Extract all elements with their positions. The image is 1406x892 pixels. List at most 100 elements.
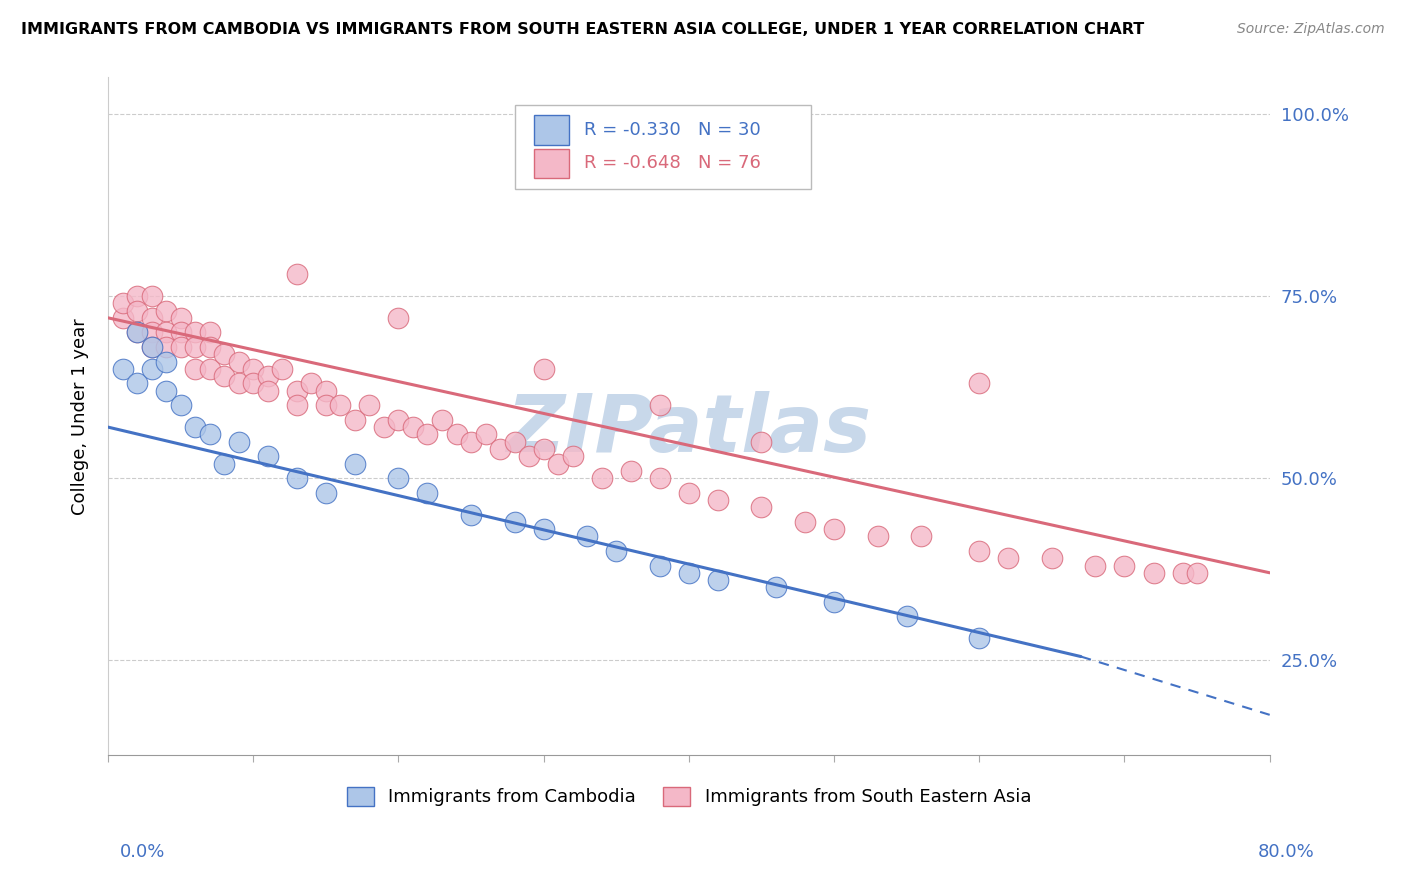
Point (198, 340, 221, 354)
Point (503, 515, 526, 529)
Point (315, 384, 337, 398)
Text: ZIPatlas: ZIPatlas (506, 391, 872, 468)
Point (648, 558, 671, 573)
Point (125, 326, 148, 340)
Point (416, 485, 439, 500)
Point (242, 361, 264, 376)
Point (141, 289, 163, 303)
Text: R = -0.648   N = 76: R = -0.648 N = 76 (585, 154, 761, 172)
Point (155, 354, 177, 368)
Point (707, 573, 730, 587)
Point (561, 449, 583, 463)
Point (256, 369, 278, 384)
Point (111, 361, 134, 376)
FancyBboxPatch shape (534, 115, 569, 145)
Point (155, 326, 177, 340)
Point (823, 522, 845, 536)
Point (125, 303, 148, 318)
Point (620, 464, 643, 478)
Text: IMMIGRANTS FROM CAMBODIA VS IMMIGRANTS FROM SOUTH EASTERN ASIA COLLEGE, UNDER 1 : IMMIGRANTS FROM CAMBODIA VS IMMIGRANTS F… (21, 22, 1144, 37)
Point (866, 529, 889, 543)
Y-axis label: College, Under 1 year: College, Under 1 year (72, 318, 89, 515)
Point (285, 384, 308, 398)
Point (141, 361, 163, 376)
Point (1142, 566, 1164, 580)
Point (212, 347, 235, 361)
Point (212, 369, 235, 384)
Point (155, 303, 177, 318)
Point (184, 361, 207, 376)
FancyBboxPatch shape (515, 104, 811, 189)
Text: Source: ZipAtlas.com: Source: ZipAtlas.com (1237, 22, 1385, 37)
Point (1185, 566, 1208, 580)
Point (1040, 551, 1063, 566)
Point (315, 398, 337, 412)
Point (678, 566, 700, 580)
FancyBboxPatch shape (534, 149, 569, 178)
Point (111, 296, 134, 310)
Point (591, 471, 613, 485)
Point (169, 340, 191, 354)
Point (707, 492, 730, 507)
Point (198, 326, 221, 340)
Point (141, 340, 163, 354)
Point (285, 471, 308, 485)
Point (517, 449, 540, 463)
Point (533, 442, 555, 456)
Point (460, 434, 482, 449)
Point (184, 326, 207, 340)
Point (765, 580, 787, 594)
Point (329, 398, 352, 412)
Point (533, 522, 555, 536)
Point (271, 361, 294, 376)
Point (285, 267, 308, 281)
Point (1114, 558, 1136, 573)
Point (533, 361, 555, 376)
Point (141, 310, 163, 325)
Point (460, 508, 482, 522)
Point (184, 420, 207, 434)
Point (547, 457, 569, 471)
Point (387, 413, 409, 427)
Point (256, 449, 278, 463)
Point (997, 551, 1019, 566)
Text: R = -0.330   N = 30: R = -0.330 N = 30 (585, 120, 761, 138)
Point (1084, 558, 1107, 573)
Point (823, 595, 845, 609)
Point (387, 310, 409, 325)
Text: 0.0%: 0.0% (120, 843, 165, 861)
Point (489, 442, 512, 456)
Point (169, 326, 191, 340)
Point (141, 326, 163, 340)
Point (111, 310, 134, 325)
Point (198, 427, 221, 442)
Point (155, 340, 177, 354)
Point (969, 544, 991, 558)
Point (751, 500, 773, 515)
Point (125, 376, 148, 391)
Point (256, 384, 278, 398)
Point (402, 420, 425, 434)
Point (605, 544, 627, 558)
Point (373, 420, 395, 434)
Point (446, 427, 468, 442)
Point (184, 340, 207, 354)
Point (228, 434, 250, 449)
Text: 80.0%: 80.0% (1258, 843, 1315, 861)
Point (751, 434, 773, 449)
Point (242, 376, 264, 391)
Point (125, 326, 148, 340)
Point (1171, 566, 1194, 580)
Point (198, 361, 221, 376)
Point (228, 376, 250, 391)
Point (416, 427, 439, 442)
Point (648, 471, 671, 485)
Point (969, 376, 991, 391)
Point (387, 471, 409, 485)
Point (474, 427, 496, 442)
Point (285, 398, 308, 412)
Point (212, 457, 235, 471)
Point (794, 515, 817, 529)
Point (125, 289, 148, 303)
Point (228, 354, 250, 368)
